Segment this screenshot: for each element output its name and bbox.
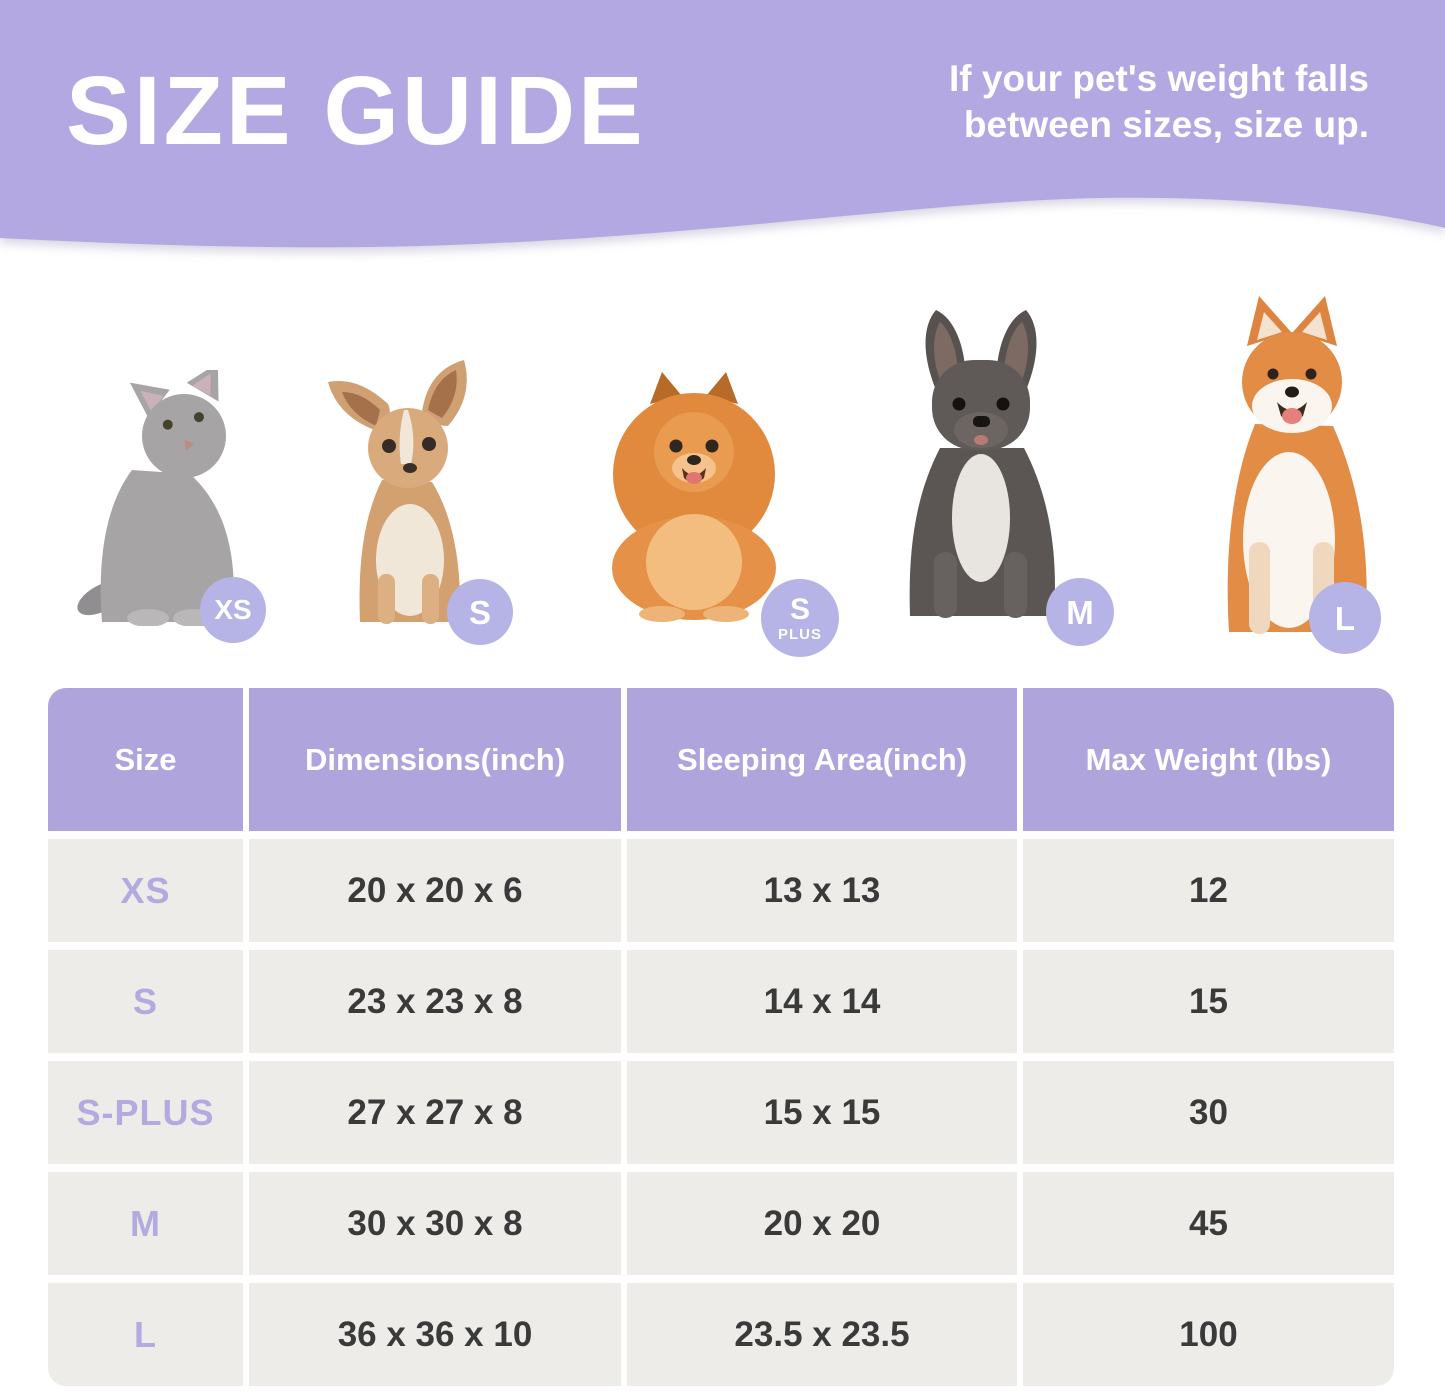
table-cell-size-s: S	[48, 950, 243, 1053]
header-wave	[0, 0, 1445, 248]
table-cell-size-l: L	[48, 1283, 243, 1386]
table-cell-sleeping-l: 23.5 x 23.5	[627, 1283, 1017, 1386]
french-bulldog-image	[878, 302, 1083, 624]
size-badge-l-label: L	[1334, 599, 1356, 637]
table-cell-weight-s: 15	[1023, 950, 1394, 1053]
table-cell-size-m: M	[48, 1172, 243, 1275]
table-cell-sleeping-xs: 13 x 13	[627, 839, 1017, 942]
table-cell-sleeping-splus: 15 x 15	[627, 1061, 1017, 1164]
sizing-note-line2: between sizes, size up.	[963, 104, 1369, 145]
size-badge-xs: XS	[200, 577, 266, 643]
header: SIZE GUIDE If your pet's weight falls be…	[0, 0, 1445, 262]
table-cell-sleeping-s: 14 x 14	[627, 950, 1017, 1053]
pomeranian-image	[592, 350, 797, 622]
table-cell-size-splus: S-PLUS	[48, 1061, 243, 1164]
table-cell-dimensions-xs: 20 x 20 x 6	[249, 839, 621, 942]
table-cell-dimensions-l: 36 x 36 x 10	[249, 1283, 621, 1386]
size-badge-s-plus-sub: PLUS	[777, 625, 822, 643]
table-cell-weight-splus: 30	[1023, 1061, 1394, 1164]
table-cell-dimensions-s: 23 x 23 x 8	[249, 950, 621, 1053]
sizing-note: If your pet's weight falls between sizes…	[949, 56, 1369, 148]
size-badge-s: S	[447, 579, 513, 645]
column-header-size: Size	[48, 688, 243, 831]
table-cell-size-xs: XS	[48, 839, 243, 942]
table-cell-weight-l: 100	[1023, 1283, 1394, 1386]
sizing-note-line1: If your pet's weight falls	[949, 58, 1369, 99]
table-cell-weight-m: 45	[1023, 1172, 1394, 1275]
column-header-sleeping-area: Sleeping Area(inch)	[627, 688, 1017, 831]
cat-image	[72, 370, 267, 626]
page-title: SIZE GUIDE	[66, 56, 646, 165]
size-badge-m: M	[1046, 578, 1114, 646]
table-cell-dimensions-splus: 27 x 27 x 8	[249, 1061, 621, 1164]
size-badge-s-label: S	[468, 593, 491, 631]
size-badge-s-plus: S PLUS	[761, 579, 839, 657]
size-badge-s-plus-main: S	[789, 592, 810, 626]
column-header-max-weight: Max Weight (lbs)	[1023, 688, 1394, 831]
size-badge-l: L	[1309, 582, 1381, 654]
table-cell-dimensions-m: 30 x 30 x 8	[249, 1172, 621, 1275]
chihuahua-image	[310, 352, 500, 626]
shiba-inu-image	[1185, 288, 1400, 640]
table-cell-sleeping-m: 20 x 20	[627, 1172, 1017, 1275]
size-table: Size Dimensions(inch) Sleeping Area(inch…	[48, 688, 1394, 1386]
table-cell-weight-xs: 12	[1023, 839, 1394, 942]
size-badge-m-label: M	[1066, 593, 1094, 631]
size-badge-xs-label: XS	[214, 594, 252, 625]
column-header-dimensions: Dimensions(inch)	[249, 688, 621, 831]
